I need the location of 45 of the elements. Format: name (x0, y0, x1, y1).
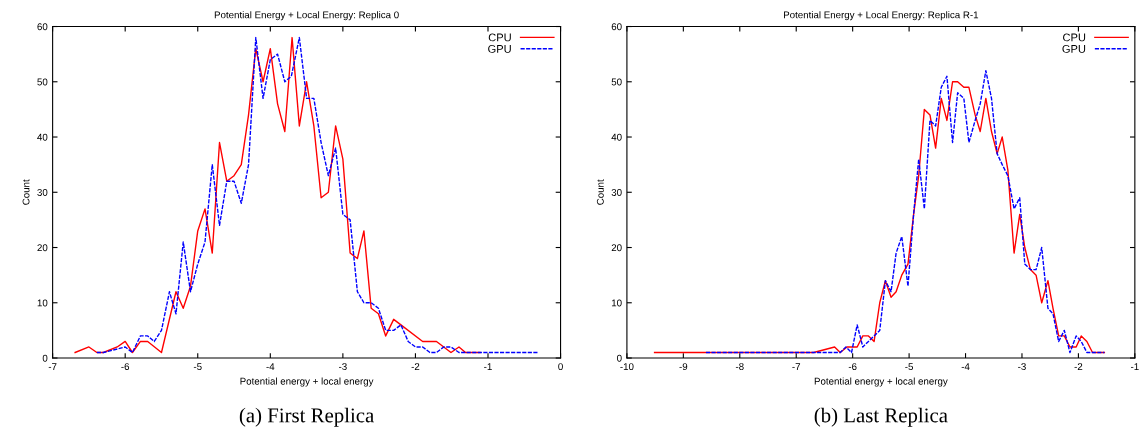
y-tick-label: 50 (37, 78, 48, 86)
x-tick-label: -4 (961, 363, 970, 370)
y-axis-title: Count (22, 179, 30, 205)
x-axis-title: Potential energy + local energy (240, 377, 374, 387)
y-tick-label: 60 (611, 23, 622, 31)
x-tick-label: -6 (848, 363, 857, 371)
x-tick-label: -8 (735, 363, 744, 371)
text: (b) Last Replica (814, 407, 948, 427)
legend-label: GPU (488, 44, 511, 53)
text: (a) First Replica (239, 407, 374, 427)
y-tick-label: 10 (37, 299, 48, 307)
y-tick-label: 30 (37, 189, 48, 196)
y-tick-label: 20 (37, 244, 48, 252)
y-tick-label: 0 (617, 354, 622, 362)
y-tick-label: 0 (42, 354, 48, 362)
x-tick-label: -3 (338, 363, 347, 371)
x-tick-label: -2 (411, 363, 420, 370)
legend-label: GPU (1062, 44, 1086, 53)
x-tick-label: -7 (792, 363, 801, 370)
x-tick-label: -6 (121, 363, 130, 371)
y-axis-title: Count (596, 179, 604, 205)
legend-label: CPU (488, 33, 511, 42)
x-tick-label: -7 (48, 363, 57, 370)
x-tick-label: -3 (1018, 363, 1026, 371)
x-tick-label: -1 (484, 363, 492, 370)
y-tick-label: 30 (611, 189, 622, 196)
y-tick-label: 40 (611, 133, 622, 141)
legend-label: CPU (1063, 33, 1086, 42)
x-tick-label: -10 (620, 363, 634, 371)
y-tick-label: 60 (37, 23, 48, 31)
chart-title: Potential Energy + Local Energy: Replica 0 (214, 11, 399, 21)
y-tick-label: 40 (37, 133, 48, 141)
x-tick-label: -5 (193, 363, 202, 371)
x-tick-label: -5 (905, 363, 914, 371)
line-series (74, 36, 481, 354)
y-tick-label: 20 (611, 244, 622, 252)
x-tick-label: -1 (1130, 363, 1139, 370)
x-tick-label: 0 (558, 363, 563, 371)
y-tick-label: 10 (611, 299, 622, 307)
y-tick-label: 50 (611, 78, 622, 86)
x-tick-label: -4 (266, 363, 275, 370)
x-tick-label: -2 (1074, 363, 1083, 370)
x-tick-label: -9 (679, 363, 688, 371)
x-axis-title: Potential energy + local energy (814, 377, 948, 387)
chart-title: Potential Energy + Local Energy: Replica R-1 (784, 11, 979, 21)
